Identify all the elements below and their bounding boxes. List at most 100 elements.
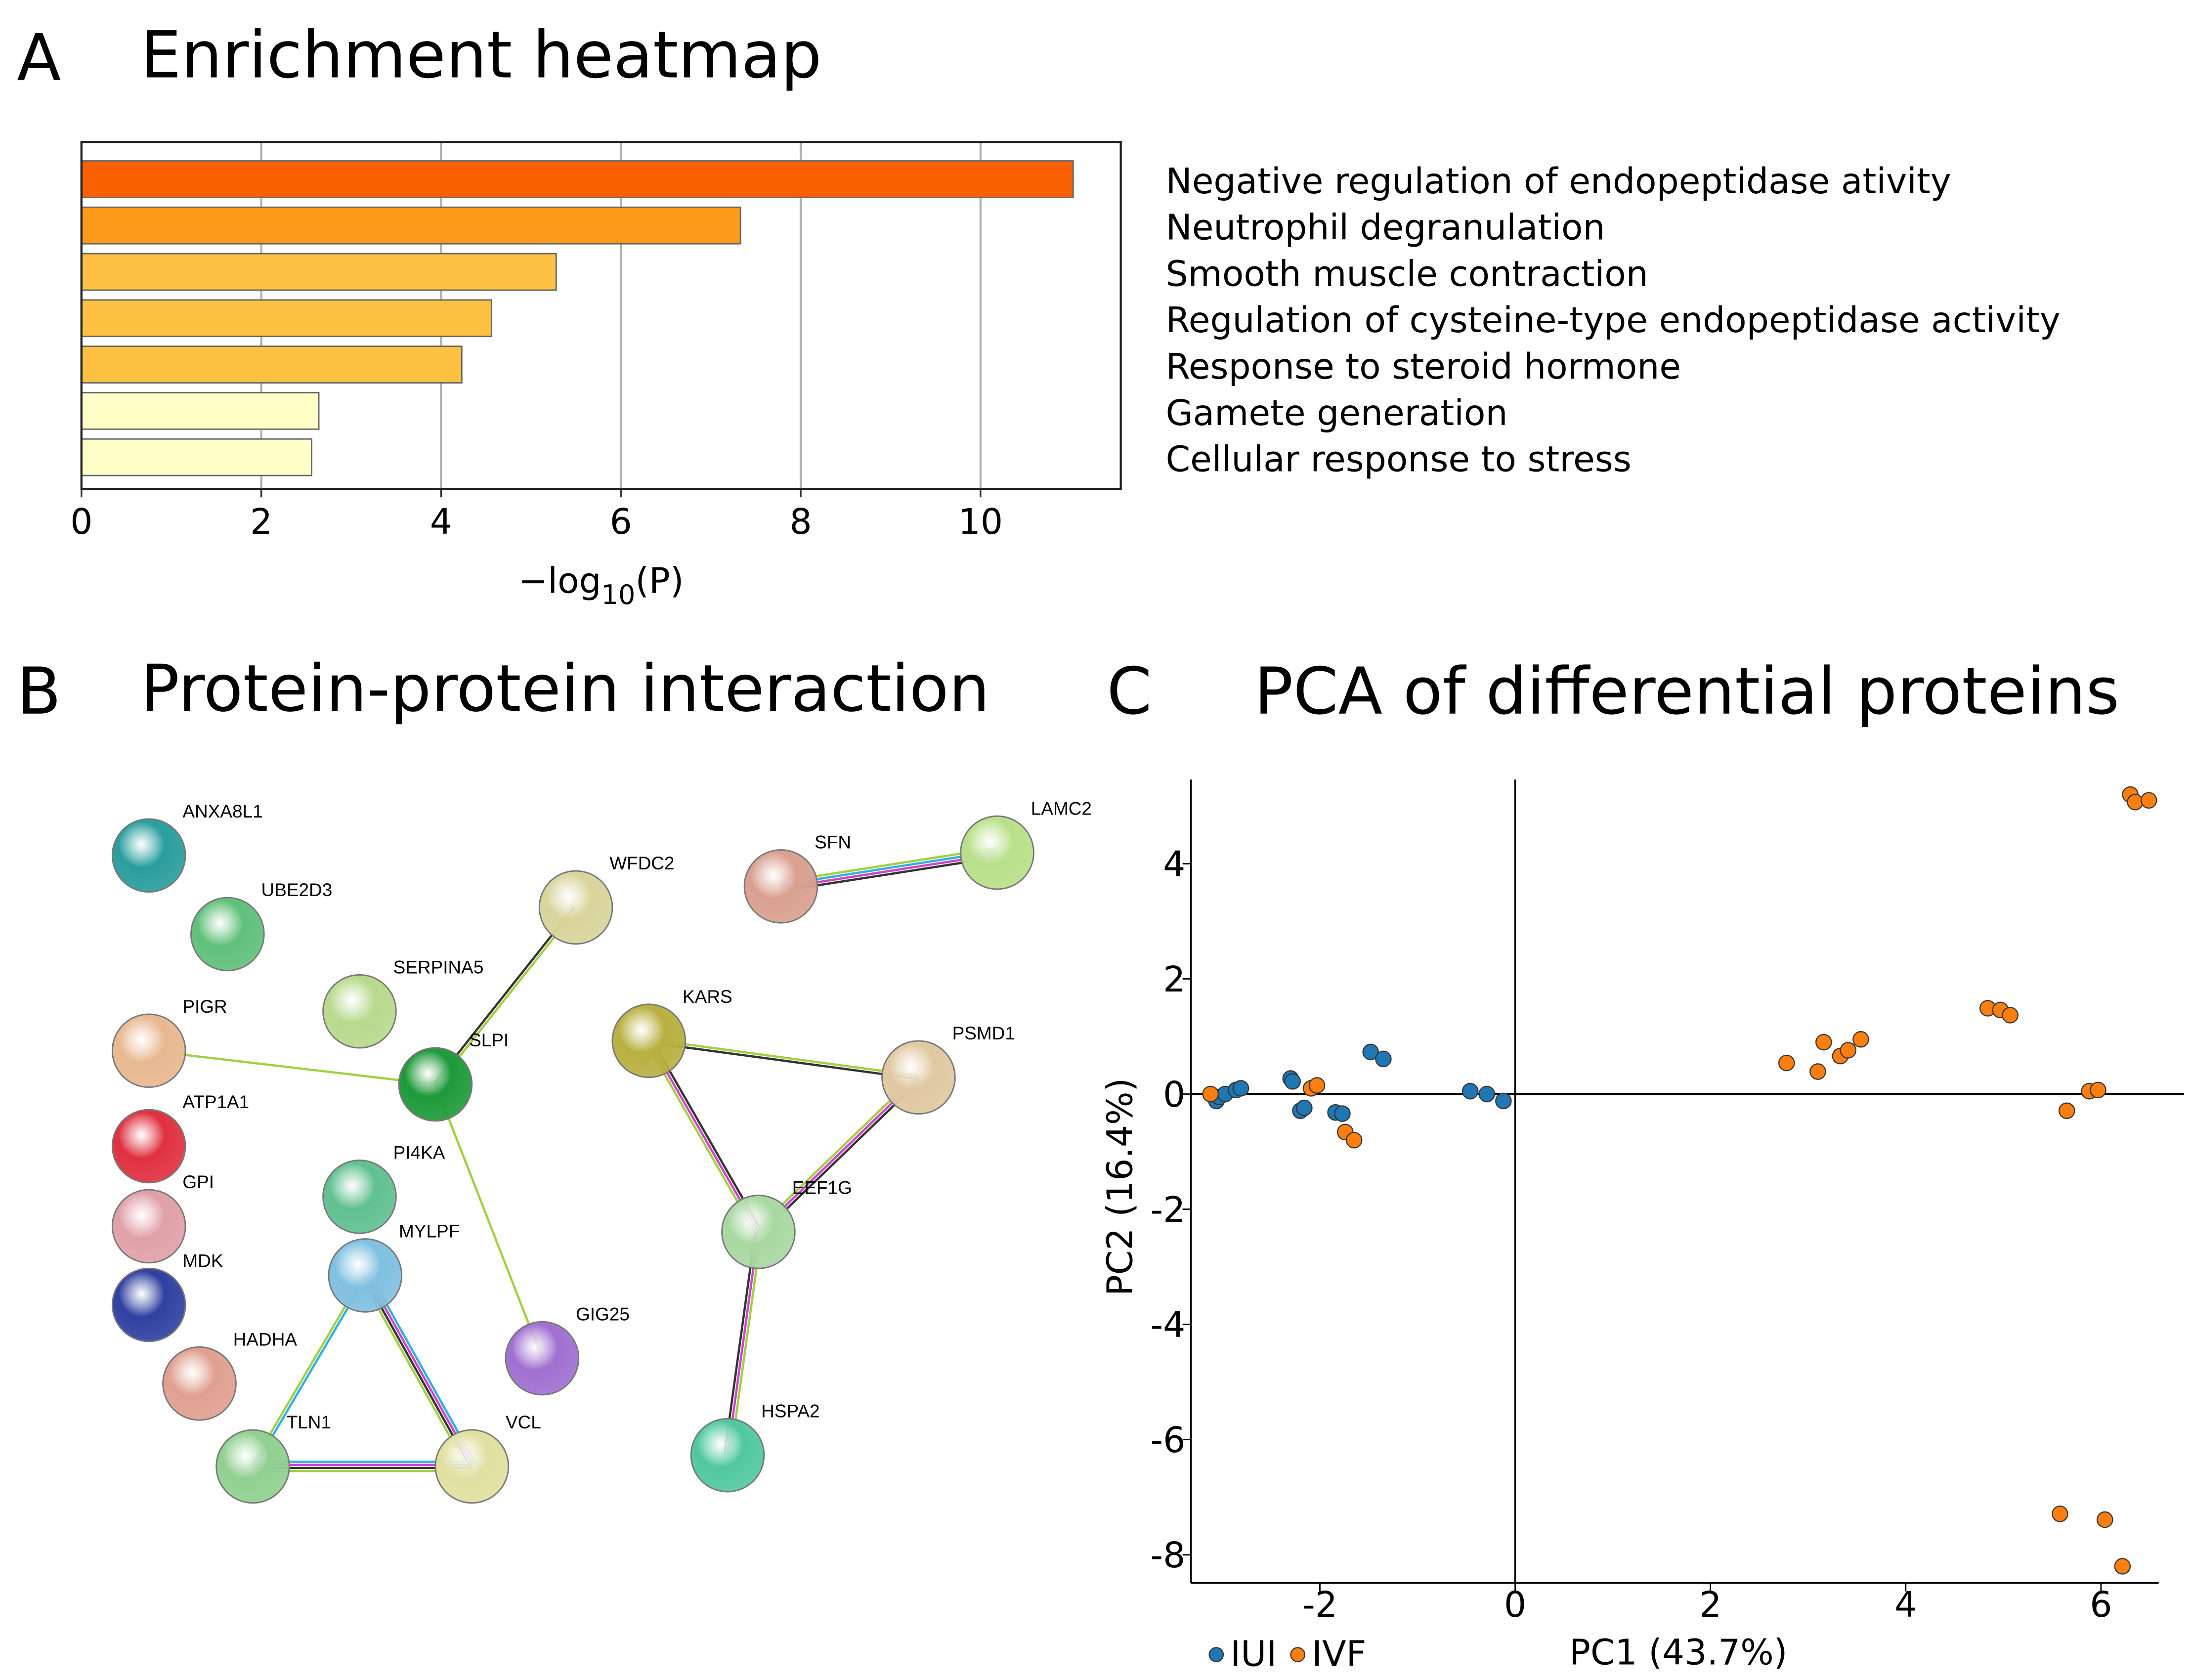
y-tick-label: 0 — [1163, 1074, 1185, 1115]
node-label: TLN1 — [287, 1412, 331, 1432]
node — [538, 870, 613, 945]
x-tick-label: 0 — [1504, 1584, 1526, 1625]
node — [434, 1429, 510, 1504]
point — [2058, 1102, 2075, 1120]
x-tick-label: 4 — [1894, 1584, 1917, 1625]
point — [1375, 1050, 1392, 1068]
edge — [729, 1232, 763, 1456]
y-axis-label: PC2 (16.4%) — [1099, 1078, 1140, 1296]
node — [190, 897, 265, 972]
node-label: MYLPF — [399, 1221, 460, 1242]
node-label: MDK — [182, 1250, 223, 1271]
category-label: Negative regulation of endopeptidase ati… — [1166, 161, 1951, 202]
point — [2002, 1007, 2019, 1024]
node — [162, 1346, 237, 1421]
point — [1284, 1073, 1301, 1090]
panel-label: B — [17, 654, 61, 729]
panel-label: A — [17, 20, 61, 95]
node — [398, 1047, 473, 1122]
bar — [81, 160, 1074, 198]
point — [1461, 1082, 1479, 1100]
category-label: Response to steroid hormone — [1166, 346, 1681, 387]
x-tick-label: 4 — [430, 501, 452, 542]
point — [2114, 1558, 2131, 1575]
edge — [148, 1049, 436, 1086]
x-label-end: (P) — [635, 560, 684, 601]
node — [111, 1013, 186, 1088]
node — [743, 849, 818, 924]
node-label: UBE2D3 — [261, 880, 333, 900]
node — [111, 1189, 186, 1264]
category-label: Gamete generation — [1166, 392, 1508, 433]
category-label: Regulation of cysteine-type endopeptidas… — [1166, 300, 2061, 341]
x-tick-label: 8 — [789, 501, 812, 542]
node-label: SERPINA5 — [393, 957, 484, 977]
node — [111, 818, 186, 893]
node-label: ATP1A1 — [182, 1092, 249, 1112]
point — [1478, 1085, 1496, 1103]
edge — [648, 1041, 919, 1080]
edge — [434, 1084, 544, 1359]
category-label: Cellular response to stress — [1166, 439, 1632, 480]
node-label: SLPI — [469, 1030, 509, 1050]
point — [1840, 1042, 1856, 1059]
node-label: WFDC2 — [609, 853, 674, 873]
node — [611, 1003, 687, 1078]
node-label: HADHA — [233, 1330, 298, 1350]
y-tick-label: 4 — [1163, 844, 1185, 885]
node-label: ANXA8L1 — [182, 801, 262, 821]
y-tick-label: -2 — [1151, 1189, 1186, 1230]
bar — [81, 299, 492, 338]
point — [1232, 1080, 1249, 1097]
point — [1334, 1105, 1351, 1122]
chart-title: Enrichment heatmap — [140, 17, 822, 92]
x-axis-label: −log10(P) — [518, 560, 684, 610]
point — [1362, 1043, 1379, 1061]
x-tick-label: 2 — [250, 501, 272, 542]
node-label: PIGR — [182, 996, 227, 1017]
point — [1815, 1034, 1832, 1051]
legend-label: IUI — [1230, 1633, 1277, 1674]
node — [960, 815, 1034, 890]
point — [1778, 1054, 1795, 1072]
point — [1809, 1063, 1826, 1080]
y-tick-label: -6 — [1151, 1420, 1186, 1461]
y-tick-label: -8 — [1151, 1535, 1186, 1576]
x-tick-label: 6 — [610, 501, 632, 542]
point — [1296, 1099, 1313, 1117]
bar — [81, 392, 320, 430]
point — [2140, 792, 2157, 809]
node-label: KARS — [683, 987, 732, 1007]
node-label: SFN — [815, 832, 851, 853]
category-label: Smooth muscle contraction — [1166, 253, 1648, 294]
x-label-sub: 10 — [601, 579, 636, 610]
node-label: LAMC2 — [1031, 798, 1092, 818]
bar — [81, 345, 463, 384]
diagram-title: Protein-protein interaction — [140, 651, 989, 726]
node — [322, 1159, 397, 1234]
x-axis-label: PC1 (43.7%) — [1569, 1632, 1787, 1673]
point — [2090, 1081, 2106, 1099]
edge — [723, 1231, 757, 1455]
panel-label: C — [1107, 654, 1152, 729]
x-label-main: −log — [518, 560, 601, 601]
node-label: GPI — [182, 1172, 214, 1192]
x-tick-label: -2 — [1302, 1584, 1337, 1625]
point — [1202, 1085, 1219, 1103]
edge — [648, 1038, 919, 1077]
legend-marker — [1208, 1647, 1224, 1663]
node-label: PI4KA — [393, 1143, 445, 1163]
node — [505, 1321, 580, 1396]
node-label: GIG25 — [576, 1304, 630, 1324]
edge — [435, 907, 578, 1086]
point — [1308, 1077, 1326, 1094]
node — [111, 1267, 186, 1342]
node — [721, 1195, 796, 1269]
point — [1345, 1131, 1363, 1149]
node-label: HSPA2 — [761, 1401, 819, 1421]
node — [690, 1418, 765, 1493]
y-tick-label: 2 — [1163, 959, 1185, 1000]
legend-marker — [1290, 1647, 1306, 1663]
x-tick-label: 6 — [2090, 1584, 2112, 1625]
